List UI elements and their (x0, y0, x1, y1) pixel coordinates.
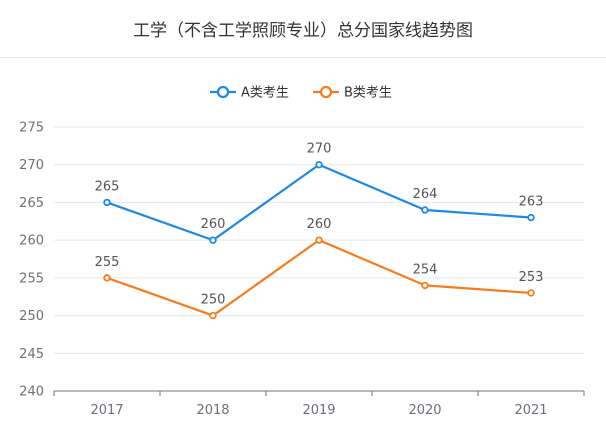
axes: 240 245 250 255 260 265 270 275 2017 2018 2019 2020… (19, 121, 585, 418)
data-label: 270 (307, 142, 332, 157)
y-tick-label: 245 (19, 347, 44, 362)
title-divider (0, 57, 606, 58)
y-tick-label: 260 (19, 234, 44, 249)
y-tick-label: 240 (19, 385, 44, 400)
data-point[interactable] (103, 198, 111, 207)
data-point[interactable] (103, 274, 111, 282)
legend-item[interactable]: B类考生 (313, 86, 392, 101)
data-point[interactable] (315, 236, 323, 244)
y-tick-label: 275 (19, 121, 44, 136)
data-label: 250 (201, 293, 226, 308)
data-label: 264 (413, 187, 438, 202)
chart-title: 工学（不含工学照顾专业）总分国家线趋势图 (133, 21, 473, 41)
x-tick-label: 2021 (514, 403, 547, 418)
data-point[interactable] (527, 213, 535, 222)
x-tick-label: 2017 (90, 403, 123, 418)
data-point[interactable] (315, 161, 323, 169)
x-tick-label: 2020 (408, 403, 441, 418)
data-label: 253 (519, 270, 544, 285)
y-tick-label: 250 (19, 309, 44, 324)
data-label: 255 (95, 255, 120, 270)
legend-marker-icon (216, 85, 230, 99)
data-point[interactable] (421, 281, 429, 290)
data-point[interactable] (527, 289, 535, 297)
data-point[interactable] (209, 311, 217, 320)
data-label: 260 (201, 217, 226, 232)
y-tick-label: 255 (19, 271, 44, 286)
data-point[interactable] (421, 206, 429, 214)
data-label: 260 (307, 217, 332, 232)
legend: A类考生 B类考生 (210, 86, 392, 101)
series-lines (103, 161, 535, 320)
data-labels: 265 260 270 264 263 255 250 260 254 253 (95, 142, 544, 308)
legend-marker-icon (319, 85, 333, 99)
x-tick-label: 2019 (302, 403, 335, 418)
data-label: 263 (519, 195, 544, 210)
data-label: 265 (95, 179, 120, 194)
y-tick-label: 270 (19, 158, 44, 173)
legend-item[interactable]: A类考生 (210, 86, 289, 101)
y-tick-label: 265 (19, 196, 44, 211)
data-point[interactable] (209, 236, 217, 244)
legend-label: A类考生 (241, 86, 289, 101)
data-label: 254 (413, 262, 438, 277)
x-tick-label: 2018 (196, 403, 229, 418)
legend-label: B类考生 (344, 86, 392, 101)
